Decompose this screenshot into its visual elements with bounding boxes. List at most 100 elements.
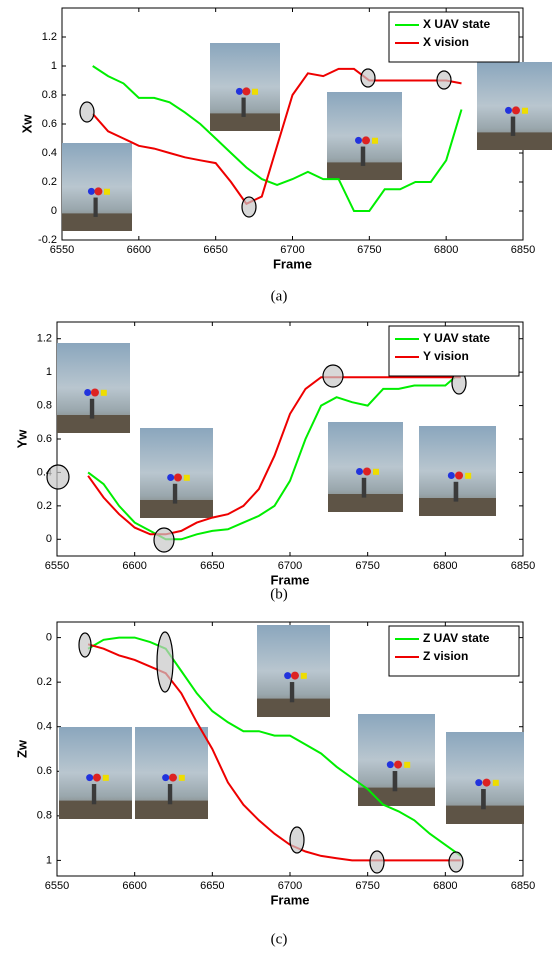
y-tick-label: 0	[46, 533, 52, 545]
x-tick-label: 6700	[278, 560, 302, 572]
legend-label: Z UAV state	[423, 631, 490, 645]
x-tick-label: 6750	[355, 560, 379, 572]
y-tick-label: 0.2	[42, 176, 57, 188]
x-tick-label: 6850	[511, 880, 535, 892]
photo-blue-marker	[387, 761, 394, 768]
x-tick-label: 6650	[200, 880, 224, 892]
photo-blue-marker	[505, 107, 512, 114]
photo-blue-marker	[356, 468, 363, 475]
photo-yellow-marker	[184, 475, 190, 481]
photo-red-marker	[363, 468, 371, 476]
photo-blue-marker	[475, 779, 482, 786]
y-tick-label: -0.2	[38, 234, 57, 246]
y-tick-label: 1	[51, 60, 57, 72]
highlight-ellipse	[361, 69, 375, 87]
photo-person	[94, 198, 98, 217]
x-tick-label: 6650	[200, 560, 224, 572]
photo-red-marker	[512, 106, 520, 114]
photo-red-marker	[291, 672, 299, 680]
y-tick-label: 0.6	[42, 118, 57, 130]
y-tick-label: 1	[46, 854, 52, 866]
photo-person	[454, 482, 459, 502]
y-tick-label: 1.2	[37, 333, 52, 345]
y-tick-label: 0	[51, 205, 57, 217]
highlight-ellipse	[47, 465, 69, 489]
inset-photo	[327, 92, 402, 180]
y-tick-label: 0.6	[37, 765, 52, 777]
photo-red-marker	[93, 774, 101, 782]
inset-photo	[419, 426, 496, 516]
y-tick-label: 0.8	[42, 89, 57, 101]
photo-person	[290, 682, 294, 702]
y-tick-label: 1.2	[42, 31, 57, 43]
photo-yellow-marker	[372, 138, 378, 144]
y-tick-label: 0.2	[37, 676, 52, 688]
photo-yellow-marker	[404, 762, 410, 768]
photo-yellow-marker	[252, 89, 258, 95]
photo-red-marker	[242, 87, 250, 95]
x-tick-label: 6600	[122, 560, 146, 572]
photo-blue-marker	[236, 88, 243, 95]
highlight-ellipse	[437, 71, 451, 89]
photo-person	[168, 784, 172, 804]
photo-yellow-marker	[465, 473, 471, 479]
photo-person	[90, 399, 94, 419]
highlight-ellipse	[80, 102, 94, 122]
y-tick-label: 0.6	[37, 433, 52, 445]
x-tick-label: 6800	[433, 560, 457, 572]
panel-caption: (b)	[270, 586, 288, 602]
x-tick-label: 6700	[280, 244, 304, 256]
photo-red-marker	[169, 774, 177, 782]
photo-blue-marker	[355, 137, 362, 144]
photo-blue-marker	[86, 774, 93, 781]
x-tick-label: 6800	[434, 244, 458, 256]
figure: 6550 6600 6650 6700 6750 6800 6850 -0.2 0 0.2 0.4 0…	[0, 0, 558, 954]
y-tick-label: 0.8	[37, 399, 52, 411]
photo-yellow-marker	[373, 469, 379, 475]
photo-blue-marker	[167, 474, 174, 481]
x-tick-label: 6850	[511, 244, 535, 256]
inset-photo	[57, 343, 130, 433]
legend-label: X UAV state	[423, 17, 490, 31]
inset-photo	[210, 43, 280, 131]
photo-person	[92, 784, 96, 804]
x-tick-label: 6750	[355, 880, 379, 892]
inset-photo	[446, 732, 524, 824]
photo-person	[362, 478, 367, 498]
y-tick-label: 0.4	[42, 147, 57, 159]
x-axis-label: Frame	[270, 892, 309, 907]
photo-yellow-marker	[301, 673, 307, 679]
legend-label: X vision	[423, 35, 469, 49]
photo-red-marker	[455, 472, 463, 480]
y-axis-label: Zw	[14, 739, 29, 758]
y-tick-label: 0.2	[37, 500, 52, 512]
x-tick-label: 6550	[45, 880, 69, 892]
highlight-ellipse	[154, 528, 174, 552]
highlight-ellipse	[242, 197, 256, 217]
highlight-ellipse	[449, 852, 463, 872]
panel-caption: (a)	[271, 288, 288, 304]
x-tick-label: 6700	[278, 880, 302, 892]
inset-photo	[59, 727, 132, 819]
legend-label: Y UAV state	[423, 331, 490, 345]
y-axis-label: Yw	[14, 429, 29, 449]
x-tick-label: 6850	[511, 560, 535, 572]
photo-person	[173, 484, 177, 504]
photo-person	[242, 98, 246, 117]
x-tick-label: 6650	[203, 244, 227, 256]
panel-caption: (c)	[271, 931, 288, 947]
inset-photo	[140, 428, 213, 518]
highlight-ellipse	[370, 851, 384, 873]
highlight-ellipse	[157, 632, 173, 692]
photo-person	[393, 771, 398, 791]
photo-yellow-marker	[104, 189, 110, 195]
photo-person	[511, 117, 516, 136]
photo-blue-marker	[88, 188, 95, 195]
photo-red-marker	[94, 187, 102, 195]
x-axis-label: Frame	[273, 256, 312, 271]
photo-red-marker	[362, 136, 370, 144]
photo-yellow-marker	[101, 390, 107, 396]
legend-label: Z vision	[423, 649, 468, 663]
photo-red-marker	[174, 474, 182, 482]
photo-blue-marker	[162, 774, 169, 781]
